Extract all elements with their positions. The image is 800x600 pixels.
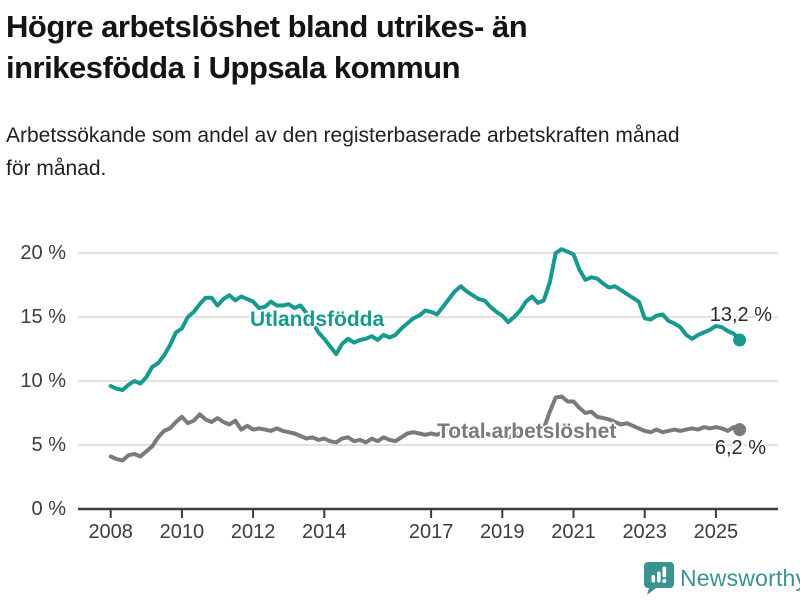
series-line-total-arbetsl-shet [108,394,742,463]
chart-title-line1: Högre arbetslöshet bland utrikes- än [6,9,528,44]
y-tick-label-10: 10 % [20,370,66,392]
x-tick-label-2014: 2014 [302,521,347,543]
y-tick-label-20: 20 % [20,242,66,264]
newsworthy-logo-icon [644,562,674,595]
x-tick-label-2010: 2010 [159,521,205,543]
bar-medium [657,571,661,583]
y-tick-label-5: 5 % [31,434,66,456]
chart-subtitle-line2: för månad. [6,157,107,180]
end-value-label-total-arbetsloshet: 6,2 % [714,437,766,459]
series-end-dot-utlandsf-dda [733,333,747,347]
x-tick-label-2008: 2008 [88,521,133,543]
series-line-utlandsf-dda [108,247,742,392]
exclamation-dot [662,579,667,583]
chart-title-line2: inrikesfödda i Uppsala kommun [6,50,461,85]
chart-title: Högre arbetslöshet bland utrikes- än inr… [6,6,646,88]
x-tick-label-2023: 2023 [622,521,667,543]
x-tick-label-2021: 2021 [551,521,596,543]
chart-subtitle: Arbetssökande som andel av den registerb… [6,119,786,185]
bar-short [651,575,656,583]
series-label-utlandsfodda: Utlandsfödda [250,308,385,331]
series-label-total-arbetsloshet: Total arbetslöshet [437,420,617,443]
x-tick-label-2017: 2017 [408,521,454,543]
newsworthy-brand-text: Newsworthy [680,565,800,591]
chart-subtitle-line1: Arbetssökande som andel av den registerb… [6,124,680,147]
x-tick-label-2025: 2025 [693,521,739,543]
y-tick-label-0: 0 % [31,498,66,520]
exclamation-bar [662,566,667,578]
series-end-dot-total-arbetsl-shet [733,423,747,437]
end-value-label-utlandsfodda: 13,2 % [709,304,772,326]
y-tick-label-15: 15 % [20,306,66,328]
x-tick-label-2019: 2019 [480,521,525,543]
newsworthy-brand-link[interactable]: Newsworthy [644,560,800,596]
x-tick-label-2012: 2012 [230,521,276,543]
